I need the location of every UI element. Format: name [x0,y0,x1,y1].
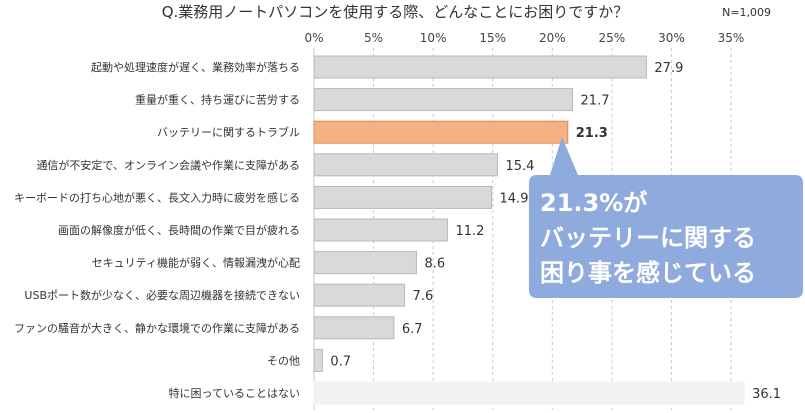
callout-line-1: 21.3%が [540,189,647,217]
category-label: 起動や処理速度が遅く、業務効率が落ちる [91,60,300,74]
x-tick-label: 35% [718,31,745,45]
value-label: 7.6 [413,289,434,304]
bar [313,348,323,372]
x-tick-label: 15% [479,31,506,45]
value-label: 0.7 [330,354,351,369]
value-labels: 27.9 21.7 21.3 15.4 14.9 11.2 8.6 7.6 6.7 0.7 36.1 [330,61,781,402]
x-tick-label: 30% [658,31,685,45]
bar [313,283,406,307]
value-label: 11.2 [455,224,484,239]
category-label: セキュリティ機能が弱く、情報漏洩が心配 [92,256,300,270]
bar [313,88,574,112]
sample-size-label: N=1,009 [722,6,771,19]
bar [313,381,745,405]
category-label: キーボードの打ち心地が悪く、長文入力時に疲労を感じる [14,190,300,204]
value-label-highlighted: 21.3 [576,126,608,141]
x-tick-label: 0% [304,31,323,45]
bar [313,316,395,340]
category-label: バッテリーに関するトラブル [157,125,300,139]
x-axis-ticks: 0% 5% 10% 15% 20% 25% 30% 35% [304,31,744,45]
x-tick-label: 25% [599,31,626,45]
category-label: 通信が不安定で、オンライン会議や作業に支障がある [36,158,300,172]
category-label: USBポート数が少なく、必要な周辺機器を接続できない [24,288,300,302]
category-label: 画面の解像度が低く、長時間の作業で目が疲れる [58,223,300,237]
callout-bubble [529,137,803,298]
callout: 21.3%が バッテリーに関する 困り事を感じている [529,137,803,298]
bar-highlighted [313,120,569,144]
bar [313,153,498,177]
value-label: 21.7 [581,94,610,109]
x-tick-label: 5% [364,31,383,45]
value-label: 15.4 [505,159,534,174]
category-label: 特に困っていることはない [169,386,300,400]
bar [313,251,417,275]
chart-title: Q.業務用ノートパソコンを使用する際、どんなことにお困りですか？ [162,3,629,21]
x-tick-label: 20% [539,31,566,45]
value-label: 14.9 [500,191,529,206]
category-label: その他 [267,354,300,367]
bar [313,185,493,209]
value-label: 36.1 [752,387,781,402]
category-labels: 起動や処理速度が遅く、業務効率が落ちる重量が重く、持ち運びに苦労するバッテリーに… [14,60,300,400]
value-label: 6.7 [402,322,423,337]
bar [313,55,647,79]
bar [313,218,448,242]
callout-line-3: 困り事を感じている [540,259,756,287]
value-label: 27.9 [654,61,683,76]
x-tick-label: 10% [420,31,447,45]
callout-line-2: バッテリーに関する [540,224,756,252]
category-label: ファンの騒音が大きく、静かな環境での作業に支障がある [14,321,300,335]
bars [313,55,745,405]
value-label: 8.6 [424,257,445,272]
category-label: 重量が重く、持ち運びに苦労する [135,93,300,107]
